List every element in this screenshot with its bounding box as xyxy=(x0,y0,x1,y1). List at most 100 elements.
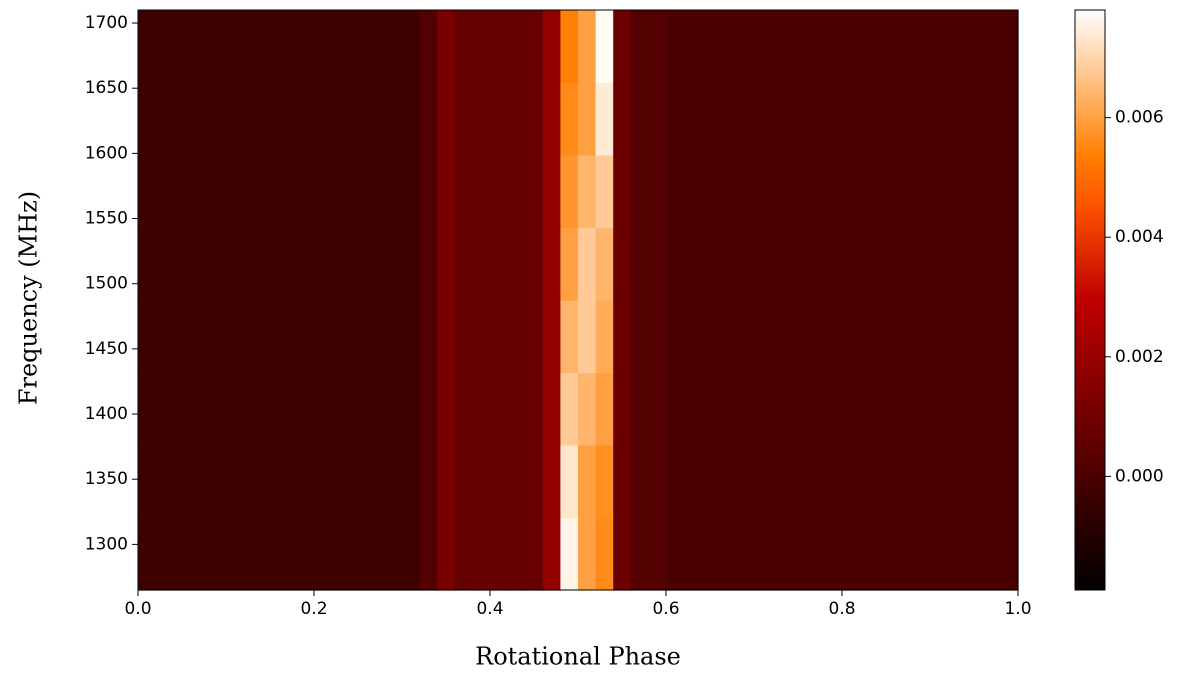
heatmap-cell xyxy=(648,372,667,446)
heatmap-cell xyxy=(419,300,438,374)
heatmap-cell xyxy=(894,444,913,519)
heatmap-cell xyxy=(859,444,878,519)
heatmap-cell xyxy=(859,517,878,591)
heatmap-cell xyxy=(331,372,350,446)
x-tick-label: 0.0 xyxy=(124,599,151,619)
heatmap-cell xyxy=(366,154,385,229)
heatmap-cell xyxy=(243,444,262,519)
heatmap-cell xyxy=(208,227,227,301)
heatmap-cell xyxy=(912,517,931,591)
heatmap-cell xyxy=(261,154,280,229)
heatmap-cell xyxy=(190,10,209,84)
heatmap-cell xyxy=(578,517,597,591)
heatmap-cell xyxy=(472,372,491,446)
heatmap-cell xyxy=(595,372,614,446)
heatmap-cell xyxy=(190,517,209,591)
heatmap-cell xyxy=(173,372,192,446)
heatmap-cell xyxy=(454,517,473,591)
heatmap-cell xyxy=(771,154,790,229)
heatmap-cell xyxy=(490,227,509,301)
heatmap-cell xyxy=(630,82,649,156)
heatmap-cell xyxy=(173,10,192,84)
heatmap-cell xyxy=(402,372,421,446)
heatmap-cell xyxy=(366,372,385,446)
heatmap-cell xyxy=(1000,300,1019,374)
heatmap-cell xyxy=(190,372,209,446)
heatmap-cell xyxy=(437,10,456,84)
x-tick-label: 0.2 xyxy=(300,599,327,619)
heatmap-cell xyxy=(437,372,456,446)
heatmap-cell xyxy=(630,10,649,84)
heatmap-cell xyxy=(525,227,544,301)
heatmap-cell xyxy=(736,227,755,301)
heatmap-cell xyxy=(666,444,685,519)
heatmap-cell xyxy=(771,372,790,446)
heatmap-cell xyxy=(490,82,509,156)
heatmap-cell xyxy=(402,517,421,591)
heatmap-cell xyxy=(894,82,913,156)
heatmap-cell xyxy=(261,300,280,374)
heatmap-cell xyxy=(542,300,561,374)
heatmap-cell xyxy=(718,517,737,591)
heatmap-cell xyxy=(560,372,579,446)
heatmap-cell xyxy=(349,517,368,591)
heatmap-cell xyxy=(384,300,403,374)
heatmap-cell xyxy=(261,82,280,156)
heatmap-cell xyxy=(542,517,561,591)
heatmap-cell xyxy=(331,300,350,374)
heatmap-cell xyxy=(965,372,984,446)
heatmap-cell xyxy=(859,82,878,156)
heatmap-cell xyxy=(912,82,931,156)
heatmap-cell xyxy=(578,10,597,84)
heatmap-cell xyxy=(630,372,649,446)
heatmap-cell xyxy=(736,372,755,446)
heatmap-cell xyxy=(683,300,702,374)
heatmap-cell xyxy=(789,372,808,446)
heatmap-cell xyxy=(243,154,262,229)
heatmap-cell xyxy=(982,517,1001,591)
heatmap-cell xyxy=(965,82,984,156)
heatmap-cell xyxy=(701,154,720,229)
heatmap-cell xyxy=(314,82,333,156)
heatmap-cell xyxy=(613,10,632,84)
heatmap-cell xyxy=(666,227,685,301)
heatmap-cell xyxy=(243,10,262,84)
heatmap-cell xyxy=(771,444,790,519)
heatmap-cell xyxy=(736,300,755,374)
heatmap-cell xyxy=(525,517,544,591)
heatmap-cell xyxy=(472,82,491,156)
heatmap-cell xyxy=(419,372,438,446)
heatmap-cell xyxy=(278,300,297,374)
x-tick-label: 1.0 xyxy=(1004,599,1031,619)
heatmap-cell xyxy=(947,10,966,84)
heatmap-cell xyxy=(613,154,632,229)
y-tick-label: 1400 xyxy=(85,404,128,424)
heatmap-cell xyxy=(842,444,861,519)
heatmap-cell xyxy=(472,517,491,591)
heatmap-cell xyxy=(718,154,737,229)
heatmap-cell xyxy=(982,82,1001,156)
heatmap-cell xyxy=(173,82,192,156)
heatmap-cell xyxy=(648,82,667,156)
x-tick-label: 0.8 xyxy=(828,599,855,619)
heatmap-cell xyxy=(894,300,913,374)
heatmap-cell xyxy=(754,10,773,84)
heatmap-cell xyxy=(859,227,878,301)
heatmap-cell xyxy=(595,227,614,301)
heatmap-cell xyxy=(842,372,861,446)
heatmap-cell xyxy=(226,300,245,374)
heatmap-cell xyxy=(859,372,878,446)
heatmap-cell xyxy=(437,154,456,229)
heatmap-cell xyxy=(771,227,790,301)
heatmap-cell xyxy=(683,444,702,519)
heatmap-cell xyxy=(261,10,280,84)
heatmap-cell xyxy=(155,154,174,229)
heatmap-cell xyxy=(472,10,491,84)
heatmap xyxy=(138,10,1019,591)
heatmap-cell xyxy=(472,227,491,301)
heatmap-cell xyxy=(366,300,385,374)
heatmap-cell xyxy=(877,154,896,229)
heatmap-cell xyxy=(138,372,157,446)
heatmap-cell xyxy=(718,227,737,301)
heatmap-cell xyxy=(155,82,174,156)
